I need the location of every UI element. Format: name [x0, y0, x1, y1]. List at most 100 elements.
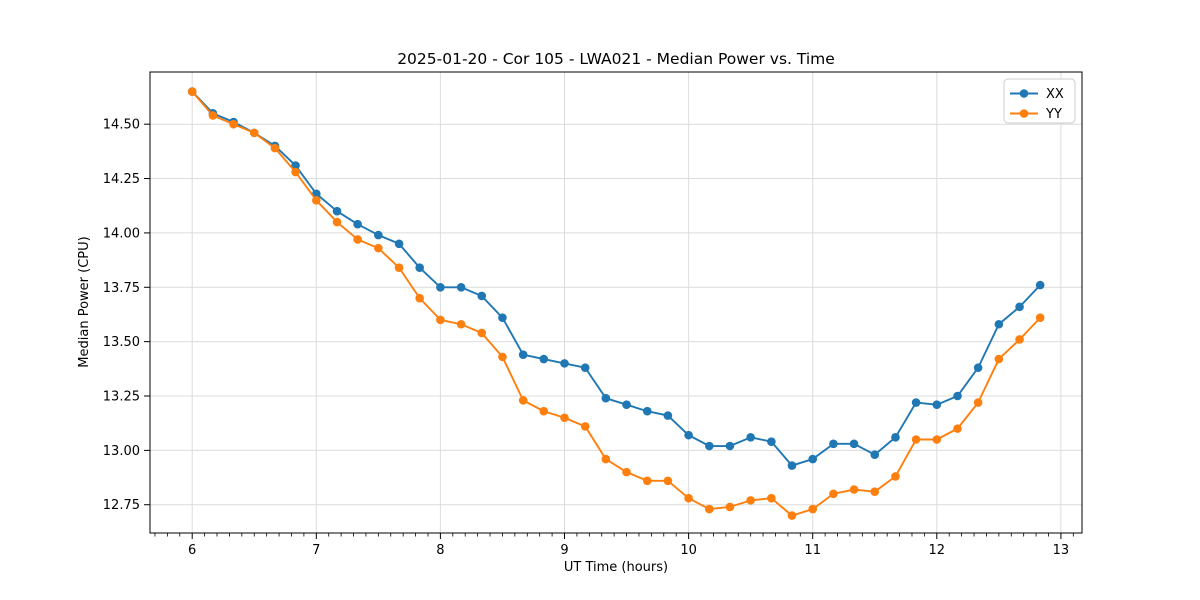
marker-XX: [808, 454, 818, 464]
marker-YY: [539, 406, 549, 416]
marker-YY: [705, 504, 714, 514]
marker-YY: [1015, 335, 1024, 344]
marker-XX: [870, 450, 880, 460]
marker-XX: [415, 263, 424, 273]
marker-XX: [580, 363, 590, 373]
y-tick-label: 12.75: [103, 498, 140, 513]
x-axis-label: UT Time (hours): [564, 560, 668, 575]
marker-XX: [787, 461, 797, 470]
legend: XX YY: [1003, 78, 1076, 124]
data-series: [187, 87, 1045, 520]
marker-XX: [477, 291, 487, 301]
y-tick-label: 14.25: [103, 172, 140, 187]
marker-YY: [870, 487, 880, 496]
marker-YY: [973, 398, 983, 407]
marker-YY: [829, 489, 838, 499]
marker-YY: [994, 354, 1004, 364]
marker-YY: [498, 352, 507, 362]
marker-YY: [580, 422, 590, 431]
marker-YY: [560, 413, 569, 423]
marker-YY: [891, 472, 900, 481]
marker-XX: [994, 319, 1004, 329]
y-tick-label: 13.25: [103, 390, 140, 405]
marker-YY: [663, 476, 673, 486]
marker-YY: [270, 143, 280, 153]
marker-XX: [849, 439, 859, 449]
marker-XX: [829, 439, 838, 449]
marker-YY: [518, 396, 528, 405]
x-tick-label: 6: [188, 543, 196, 558]
marker-XX: [374, 230, 383, 240]
x-tick-label: 11: [804, 543, 821, 558]
marker-XX: [746, 433, 755, 442]
marker-YY: [374, 243, 383, 253]
marker-YY: [746, 496, 755, 505]
marker-XX: [560, 359, 569, 368]
marker-YY: [767, 493, 776, 503]
axis-ticks: [144, 123, 1074, 539]
x-tick-label: 10: [680, 543, 697, 558]
marker-YY: [684, 493, 693, 503]
marker-XX: [767, 437, 776, 446]
y-tick-label: 13.75: [103, 281, 140, 296]
legend-box: [1003, 78, 1076, 124]
marker-YY: [932, 435, 942, 444]
marker-YY: [1035, 313, 1045, 323]
marker-XX: [539, 354, 549, 364]
marker-XX: [394, 239, 404, 249]
marker-YY: [291, 167, 300, 177]
marker-YY: [725, 502, 735, 512]
plot-border: [149, 71, 1083, 534]
x-tick-label: 9: [560, 543, 568, 558]
legend-marker-XX: [1019, 89, 1029, 98]
marker-YY: [394, 263, 404, 273]
marker-XX: [353, 219, 362, 229]
legend-marker-YY: [1019, 109, 1029, 118]
marker-XX: [725, 441, 735, 451]
marker-XX: [705, 441, 714, 451]
marker-YY: [911, 435, 921, 444]
marker-XX: [663, 411, 673, 420]
marker-YY: [456, 319, 466, 329]
chart-title: 2025-01-20 - Cor 105 - LWA021 - Median P…: [397, 50, 835, 68]
x-tick-label: 13: [1053, 543, 1070, 558]
x-tick-label: 8: [436, 543, 444, 558]
y-tick-label: 13.50: [103, 335, 140, 350]
tick-labels: 6 7 8 9 10 11 12 13 12.75 13.00 13.25 13.50 13.75 14.…: [103, 118, 1069, 558]
marker-XX: [642, 406, 652, 416]
marker-YY: [787, 511, 797, 520]
marker-XX: [332, 206, 342, 216]
y-axis-label: Median Power (CPU): [77, 236, 92, 367]
legend-label-YY: YY: [1045, 107, 1062, 122]
marker-YY: [208, 111, 218, 120]
y-tick-label: 13.00: [103, 444, 140, 459]
marker-XX: [684, 430, 693, 440]
marker-YY: [353, 235, 362, 244]
marker-XX: [1035, 280, 1045, 290]
marker-XX: [911, 398, 921, 407]
marker-YY: [477, 328, 487, 338]
marker-YY: [249, 128, 259, 138]
marker-XX: [498, 313, 507, 323]
x-tick-label: 12: [929, 543, 946, 558]
marker-YY: [622, 467, 631, 477]
marker-XX: [291, 161, 300, 170]
marker-YY: [415, 293, 424, 303]
marker-YY: [187, 87, 197, 96]
marker-XX: [518, 350, 528, 359]
marker-YY: [808, 504, 818, 514]
y-tick-label: 14.00: [103, 226, 140, 241]
marker-XX: [891, 433, 900, 442]
marker-XX: [622, 400, 631, 410]
marker-YY: [311, 195, 321, 205]
marker-XX: [1015, 302, 1024, 312]
marker-XX: [973, 363, 983, 373]
marker-YY: [849, 485, 859, 494]
legend-label-XX: XX: [1046, 87, 1064, 102]
y-tick-label: 14.50: [103, 118, 140, 133]
marker-YY: [601, 454, 611, 464]
marker-XX: [932, 400, 942, 410]
marker-XX: [601, 393, 611, 403]
